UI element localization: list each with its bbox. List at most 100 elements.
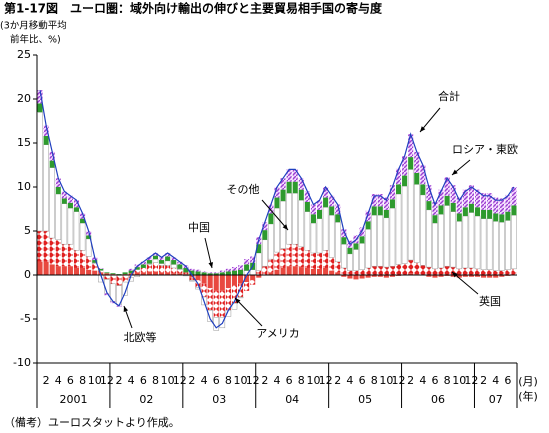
bar-segment (268, 223, 274, 260)
bar-segment (389, 185, 395, 200)
x-tick-label: 4 (346, 374, 353, 387)
bar-segment (408, 134, 414, 158)
bar-segment (395, 264, 402, 275)
bar-segment (73, 200, 80, 208)
bar-segment (86, 256, 92, 270)
bar-segment (298, 267, 304, 275)
bar-segment (334, 221, 341, 263)
bar-segment (413, 184, 420, 263)
bar-segment (280, 248, 286, 268)
y-tick-label: 5 (24, 224, 31, 237)
bar-segment (316, 200, 323, 210)
bar-segment (323, 197, 329, 208)
bar-segment (481, 269, 487, 275)
bar-segment (481, 209, 487, 219)
bar-segment (377, 206, 383, 216)
bar-segment (468, 275, 474, 277)
bar-segment (171, 257, 177, 261)
bar-segment (468, 203, 474, 213)
x-tick-label: 4 (274, 374, 281, 387)
y-tick-label: -10 (13, 356, 31, 369)
bar-segment (43, 135, 49, 145)
bar-segment (219, 270, 225, 273)
x-tick-label: 8 (225, 374, 232, 387)
bar-segment (438, 189, 444, 206)
bar-segment (201, 272, 207, 275)
bar-segment (49, 160, 55, 168)
bar-segment (292, 169, 298, 182)
bar-segment (383, 267, 389, 275)
x-tick-label: 2 (480, 374, 487, 387)
bar-segment (310, 253, 316, 269)
bar-segment (395, 184, 402, 195)
bar-segment (171, 260, 177, 265)
bar-segment (474, 189, 481, 208)
x-tick-label: 4 (201, 374, 208, 387)
bar-segment (377, 266, 383, 275)
bar-segment (456, 275, 462, 278)
bar-segment (189, 268, 195, 271)
bar-segment (329, 257, 335, 271)
bar-segment (444, 205, 450, 267)
bar-segment (450, 202, 456, 212)
y-tick-label: 0 (24, 268, 31, 281)
bar-segment (55, 187, 61, 195)
bar-segment (335, 272, 341, 275)
bar-segment (262, 266, 268, 275)
bar-segment (432, 201, 438, 216)
bar-segment (462, 215, 469, 269)
bar-segment (487, 193, 493, 210)
bar-segment (383, 197, 389, 210)
bar-segment (304, 201, 310, 212)
bar-segment (450, 267, 456, 275)
x-tick-label: 2 (188, 374, 195, 387)
bar-segment (401, 185, 408, 264)
bar-segment (183, 267, 189, 273)
bar-segment (159, 260, 165, 264)
bar-segment (207, 288, 213, 311)
annotation: 合計 (438, 89, 460, 103)
bar-segment (73, 211, 80, 251)
x-tick-label: 10 (306, 374, 320, 387)
x-tick-label: 6 (286, 374, 293, 387)
bar-segment (462, 207, 468, 217)
bar-segment (80, 213, 86, 219)
bar-segment (359, 275, 365, 279)
bar-segment (189, 270, 195, 275)
annotation-arrow (261, 199, 289, 231)
bar-segment (164, 260, 171, 266)
x-unit-label: (月) (518, 375, 538, 388)
bar-segment (244, 264, 250, 271)
bar-segment (237, 296, 244, 299)
x-tick-label: 10 (161, 374, 175, 387)
bar-segment (165, 256, 171, 261)
bar-segment (37, 103, 43, 113)
bar-segment (195, 275, 201, 281)
bar-segment (371, 266, 377, 275)
bar-segment (493, 213, 499, 222)
bar-segment (280, 267, 286, 275)
y-axis-label: 前年比、%) (10, 34, 61, 46)
bar-segment (128, 270, 134, 274)
bar-segment (468, 185, 474, 204)
total-line (39, 90, 515, 329)
bar-segment (371, 275, 377, 277)
year-label: 05 (358, 393, 372, 406)
bar-segment (335, 214, 341, 223)
bar-segment (462, 189, 468, 208)
bar-segment (499, 221, 505, 271)
bar-segment (177, 273, 183, 275)
bar-segment (316, 209, 323, 219)
year-label: 2001 (59, 393, 87, 406)
bar-segment (140, 272, 146, 275)
x-tick-label: 2 (261, 374, 268, 387)
bar-segment (353, 249, 359, 271)
bar-segment (256, 244, 262, 253)
x-tick-label: 6 (359, 374, 366, 387)
bar-segment (195, 271, 201, 275)
bar-segment (231, 275, 238, 286)
x-tick-label: 12 (173, 374, 187, 387)
x-tick-label: 4 (419, 374, 426, 387)
bar-segment (499, 275, 505, 277)
